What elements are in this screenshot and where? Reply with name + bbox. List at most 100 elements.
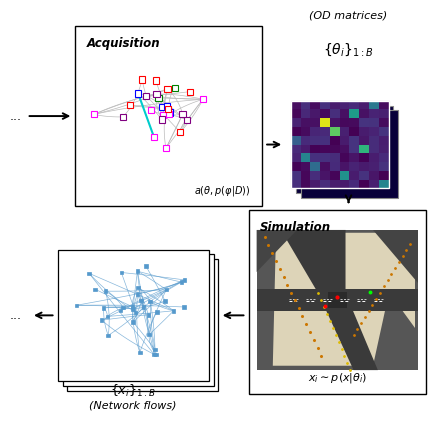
Bar <box>349 153 359 162</box>
Bar <box>153 348 157 351</box>
Bar <box>310 136 320 145</box>
Bar <box>310 110 320 118</box>
Bar <box>301 171 310 180</box>
Bar <box>369 101 379 110</box>
Polygon shape <box>257 289 418 311</box>
Bar <box>330 171 340 180</box>
Bar <box>359 110 369 118</box>
Bar <box>340 110 349 118</box>
Bar <box>379 127 388 136</box>
Bar <box>330 110 340 118</box>
Bar <box>349 118 359 127</box>
Bar <box>127 102 133 108</box>
Bar <box>301 101 310 110</box>
Bar <box>87 272 91 275</box>
Bar <box>340 171 349 180</box>
Text: Acquisition: Acquisition <box>87 37 160 50</box>
Bar <box>291 153 301 162</box>
Text: $a(\theta, p(\varphi|D))$: $a(\theta, p(\varphi|D))$ <box>194 184 251 198</box>
Bar <box>147 333 151 336</box>
Bar <box>369 110 379 118</box>
Polygon shape <box>281 230 378 370</box>
Bar <box>310 127 320 136</box>
Bar <box>310 171 320 180</box>
Bar <box>91 111 97 117</box>
Bar <box>379 180 388 188</box>
Bar <box>301 118 310 127</box>
Bar <box>349 171 359 180</box>
Text: $\{\theta_i\}_{1:B}$: $\{\theta_i\}_{1:B}$ <box>323 42 374 58</box>
Bar <box>379 118 388 127</box>
Bar <box>257 230 418 370</box>
Bar <box>135 90 141 96</box>
Bar <box>136 292 139 296</box>
Bar <box>349 180 359 188</box>
Bar <box>136 286 139 290</box>
Bar <box>359 171 369 180</box>
Bar <box>330 153 340 162</box>
Bar <box>167 110 173 116</box>
Bar <box>330 127 340 136</box>
Bar <box>379 101 388 110</box>
Bar <box>291 136 301 145</box>
Bar <box>320 145 330 153</box>
Bar <box>359 153 369 162</box>
Bar <box>100 318 103 322</box>
Bar <box>320 118 330 127</box>
Bar <box>291 110 301 118</box>
Bar <box>310 162 320 171</box>
Bar <box>131 320 135 324</box>
Bar <box>330 145 340 153</box>
Bar <box>296 106 393 193</box>
Text: (OD matrices): (OD matrices) <box>309 11 388 21</box>
Bar <box>379 153 388 162</box>
Bar <box>349 162 359 171</box>
Bar <box>320 162 330 171</box>
Bar <box>301 145 310 153</box>
Bar <box>291 118 301 127</box>
Bar <box>359 101 369 110</box>
Bar <box>369 145 379 153</box>
Bar <box>349 145 359 153</box>
Bar <box>340 162 349 171</box>
Bar <box>153 91 159 97</box>
Bar <box>340 127 349 136</box>
Bar <box>340 136 349 145</box>
Bar <box>301 110 398 198</box>
Bar <box>340 118 349 127</box>
Bar <box>139 77 145 83</box>
Bar <box>301 153 310 162</box>
Bar <box>340 180 349 188</box>
Bar <box>330 180 340 188</box>
Bar <box>369 136 379 145</box>
Bar <box>172 309 175 313</box>
Bar <box>200 96 206 102</box>
Bar <box>291 180 301 188</box>
Bar <box>152 353 156 356</box>
Bar <box>153 78 159 84</box>
Bar <box>165 288 168 291</box>
Bar <box>359 136 369 145</box>
Bar <box>165 106 171 112</box>
Text: $\{x_i\}_{1:B}$: $\{x_i\}_{1:B}$ <box>111 383 156 399</box>
Bar <box>340 101 349 110</box>
Bar <box>155 95 162 101</box>
Bar <box>142 305 145 309</box>
Polygon shape <box>273 233 402 366</box>
Text: ...: ... <box>9 309 22 322</box>
Bar <box>166 111 172 117</box>
Bar <box>180 280 183 284</box>
Bar <box>379 162 388 171</box>
Bar <box>131 305 134 308</box>
Bar <box>328 292 347 308</box>
Bar <box>177 129 183 135</box>
Polygon shape <box>373 230 418 283</box>
Bar <box>119 309 122 312</box>
Text: $x_i \sim p(x|\theta_i)$: $x_i \sim p(x|\theta_i)$ <box>308 371 367 385</box>
Bar <box>134 311 137 314</box>
Bar <box>349 136 359 145</box>
Bar <box>359 127 369 136</box>
Bar <box>155 310 159 314</box>
Bar <box>330 101 340 110</box>
Bar <box>107 334 110 337</box>
